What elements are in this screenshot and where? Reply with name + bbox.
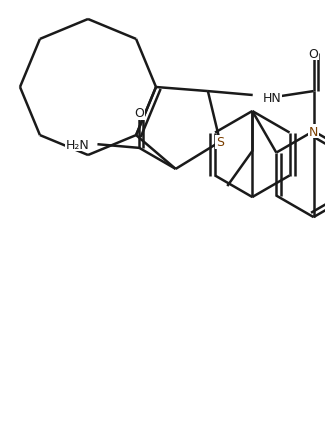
Text: O: O [134,107,144,120]
Text: O: O [309,47,318,60]
Text: H₂N: H₂N [66,138,89,151]
Text: HN: HN [263,91,281,104]
Text: S: S [216,136,224,149]
Text: N: N [309,125,318,138]
